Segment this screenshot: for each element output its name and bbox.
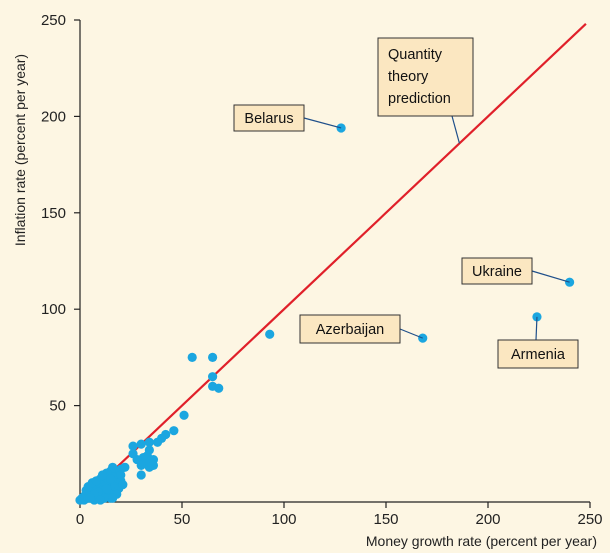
- y-tick-label: 200: [41, 108, 66, 125]
- leader-line-prediction: [451, 115, 461, 144]
- y-tick-label: 250: [41, 12, 66, 29]
- annotation-box-armenia: [497, 339, 579, 369]
- y-tick-label: 50: [49, 398, 66, 415]
- data-point: [214, 383, 224, 393]
- data-point: [208, 372, 218, 382]
- data-point: [128, 449, 138, 459]
- data-point: [208, 352, 218, 362]
- data-point: [179, 410, 189, 420]
- ticks-layer: 0 50 100 150 200 250 50 100 150 200 250: [41, 12, 603, 528]
- data-point: [265, 329, 275, 339]
- data-point: [118, 480, 128, 490]
- data-point: [106, 474, 116, 484]
- annotations-layer: Belarus Ukraine Azerbaijan Armenia Quantity t…: [233, 37, 579, 369]
- points-layer: [75, 123, 575, 505]
- annotation-box-azerbaijan: [299, 314, 401, 344]
- y-axis-label: Inflation rate (percent per year): [12, 54, 28, 246]
- prediction-label-line: theory: [388, 69, 429, 85]
- data-point: [116, 470, 126, 480]
- annotation-label-armenia: Armenia: [511, 347, 566, 363]
- data-point: [187, 352, 197, 362]
- x-axis-label: Money growth rate (percent per year): [366, 533, 597, 549]
- data-point-armenia: [532, 312, 542, 322]
- annotation-label-ukraine: Ukraine: [472, 264, 522, 280]
- data-point: [152, 437, 163, 447]
- data-point: [144, 437, 154, 447]
- x-tick-label: 250: [577, 511, 602, 528]
- data-point: [144, 462, 154, 472]
- data-point: [108, 493, 118, 503]
- quantity-theory-line: [79, 23, 587, 503]
- data-point: [85, 493, 95, 503]
- data-point: [95, 495, 105, 505]
- y-tick-label: 100: [41, 301, 66, 318]
- data-point: [91, 476, 101, 486]
- data-point: [136, 439, 146, 449]
- annotation-label-belarus: Belarus: [244, 111, 293, 127]
- x-tick-label: 100: [271, 511, 296, 528]
- prediction-label-line: Quantity: [388, 47, 443, 63]
- x-tick-label: 150: [373, 511, 398, 528]
- leader-line-belarus: [303, 117, 342, 129]
- data-point: [169, 426, 179, 436]
- leader-line-ukraine: [531, 270, 570, 283]
- prediction-label-line: prediction: [388, 91, 451, 107]
- data-point: [101, 483, 112, 494]
- annotation-box-ukraine: [461, 257, 533, 285]
- data-point: [136, 460, 146, 470]
- annotation-label-azerbaijan: Azerbaijan: [316, 322, 385, 338]
- y-tick-label: 150: [41, 205, 66, 222]
- data-point: [97, 470, 108, 480]
- x-tick-label: 50: [174, 511, 191, 528]
- leader-line-armenia: [535, 316, 538, 341]
- annotation-box-belarus: [233, 104, 305, 132]
- data-point: [136, 470, 146, 480]
- x-tick-label: 200: [475, 511, 500, 528]
- annotation-box-prediction: [377, 37, 474, 117]
- leader-line-azerbaijan: [399, 328, 423, 339]
- data-point: [128, 441, 138, 451]
- x-tick-label: 0: [76, 511, 84, 528]
